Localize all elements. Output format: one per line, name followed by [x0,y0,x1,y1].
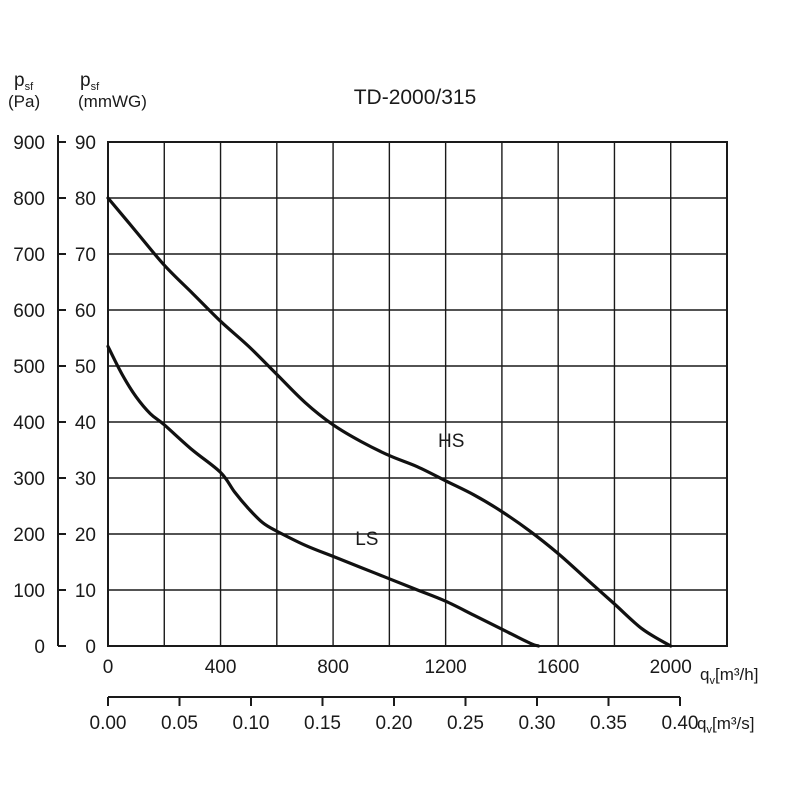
x-secondary-tick-label: 0.40 [662,713,699,734]
x-primary-ticks: 0 400 800 1200 1600 2000 [103,657,692,678]
series-line-ls [106,344,541,648]
series-line-hs [106,196,673,648]
x-primary-label-main: q [700,665,709,684]
curve-label-hs: HS [438,431,464,452]
x-secondary-tick-label: 0.15 [304,713,341,734]
y-left-label-sub: sf [25,81,35,93]
y-left-tick-label: 900 [13,133,45,154]
chart-title: TD-2000/315 [354,86,477,109]
x-primary-tick-label: 800 [317,657,349,678]
x-primary-tick-label: 1200 [424,657,466,678]
x-secondary-label-sub: v [706,724,712,736]
y-right-tick-label: 40 [75,413,96,434]
y-left-tick-label: 200 [13,525,45,546]
y-left-tick-label: 600 [13,301,45,322]
x-primary-tick-label: 400 [205,657,237,678]
svg-text:qv[m³/h]: qv[m³/h] [700,665,758,687]
x-primary-unit: [m³/h] [715,665,758,684]
x-secondary-ticks: 0.00 0.05 0.10 0.15 0.20 0.25 0.30 0.35 0.40 [90,697,699,734]
plot-frame [107,141,728,647]
y-left-axis-title: psf (Pa) [8,70,40,111]
series-lines [106,196,673,648]
y-left-unit: (Pa) [8,92,40,111]
y-left-tick-label: 100 [13,581,45,602]
y-right-ticks: 0 10 20 30 40 50 60 70 80 90 [75,133,96,658]
x-secondary-tick-label: 0.25 [447,713,484,734]
y-right-tick-label: 90 [75,133,96,154]
y-right-tick-label: 70 [75,245,96,266]
svg-text:qv[m³/s]: qv[m³/s] [697,714,754,736]
x-secondary-tick-label: 0.20 [376,713,413,734]
svg-text:psf: psf [14,70,34,93]
svg-text:psf: psf [80,70,100,93]
x-secondary-axis-title: qv[m³/s] [697,714,754,736]
y-left-tick-label: 700 [13,245,45,266]
x-secondary-tick-label: 0.05 [161,713,198,734]
y-right-tick-label: 50 [75,357,96,378]
y-right-label-main: p [80,70,91,91]
y-right-label-sub: sf [91,81,101,93]
x-primary-tick-label: 2000 [650,657,692,678]
y-right-axis-title: psf (mmWG) [78,70,147,111]
y-left-tick-label: 0 [34,637,45,658]
x-secondary-tick-label: 0.35 [590,713,627,734]
x-secondary-label-main: q [697,714,706,733]
x-secondary-tick-label: 0.30 [519,713,556,734]
y-right-tick-label: 60 [75,301,96,322]
x-primary-tick-label: 1600 [537,657,579,678]
y-left-tick-label: 300 [13,469,45,490]
x-secondary-tick-label: 0.10 [233,713,270,734]
x-primary-label-sub: v [709,675,715,687]
y-right-tick-label: 30 [75,469,96,490]
y-right-tick-label: 10 [75,581,96,602]
grid [108,142,727,646]
y-right-tick-label: 80 [75,189,96,210]
x-primary-tick-label: 0 [103,657,114,678]
y-right-unit: (mmWG) [78,92,147,111]
y-right-tick-label: 0 [85,637,96,658]
y-left-ticks: 0 100 200 300 400 500 600 700 800 900 [13,133,66,658]
y-left-tick-label: 800 [13,189,45,210]
x-primary-axis-title: qv[m³/h] [700,665,758,687]
y-left-tick-label: 500 [13,357,45,378]
x-secondary-unit: [m³/s] [712,714,755,733]
x-secondary-tick-label: 0.00 [90,713,127,734]
y-right-tick-label: 20 [75,525,96,546]
y-left-label-main: p [14,70,25,91]
curve-label-ls: LS [355,529,378,550]
y-left-tick-label: 400 [13,413,45,434]
curve-labels: HS LS [355,431,464,550]
